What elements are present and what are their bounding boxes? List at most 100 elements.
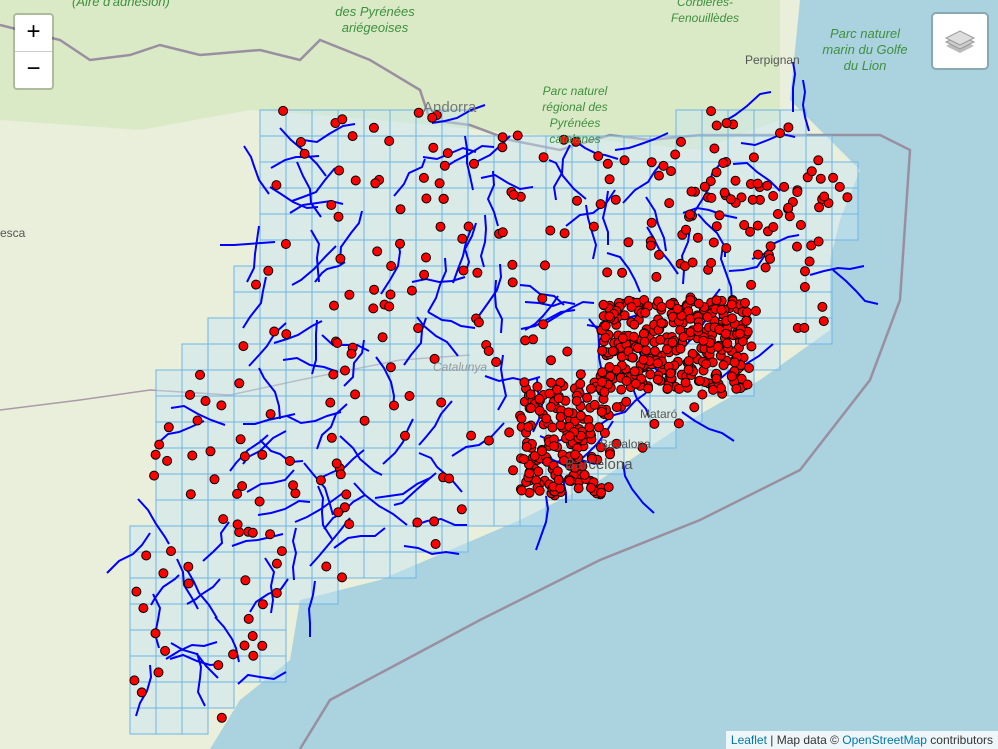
- grid-cell[interactable]: [597, 239, 625, 267]
- grid-cell[interactable]: [181, 499, 209, 527]
- grid-cell[interactable]: [285, 109, 313, 137]
- marker[interactable]: [692, 232, 703, 243]
- marker[interactable]: [435, 221, 446, 232]
- marker[interactable]: [372, 246, 383, 257]
- marker[interactable]: [708, 237, 719, 248]
- marker[interactable]: [750, 306, 761, 316]
- marker[interactable]: [442, 148, 453, 159]
- grid-cell[interactable]: [441, 525, 469, 553]
- marker[interactable]: [257, 599, 268, 610]
- grid-cell[interactable]: [441, 291, 469, 319]
- marker[interactable]: [400, 430, 410, 441]
- grid-cell[interactable]: [467, 395, 495, 423]
- marker[interactable]: [605, 449, 615, 460]
- marker[interactable]: [269, 326, 280, 337]
- marker[interactable]: [819, 191, 830, 202]
- grid-cell[interactable]: [233, 395, 261, 423]
- marker[interactable]: [254, 496, 265, 507]
- marker[interactable]: [603, 482, 614, 493]
- marker[interactable]: [742, 307, 752, 318]
- leaflet-link[interactable]: Leaflet: [730, 733, 767, 747]
- marker[interactable]: [742, 379, 753, 390]
- marker[interactable]: [335, 469, 346, 480]
- marker[interactable]: [350, 389, 361, 400]
- marker[interactable]: [597, 377, 607, 387]
- marker[interactable]: [518, 454, 529, 465]
- marker[interactable]: [257, 640, 268, 651]
- marker[interactable]: [564, 475, 575, 486]
- marker[interactable]: [734, 328, 745, 339]
- marker[interactable]: [709, 143, 720, 154]
- marker[interactable]: [339, 502, 350, 513]
- marker[interactable]: [421, 193, 432, 204]
- marker[interactable]: [673, 418, 684, 429]
- marker[interactable]: [473, 317, 484, 328]
- marker[interactable]: [760, 262, 771, 273]
- marker[interactable]: [185, 489, 196, 500]
- marker[interactable]: [744, 363, 754, 373]
- marker[interactable]: [472, 267, 483, 278]
- marker[interactable]: [428, 142, 439, 153]
- marker[interactable]: [699, 181, 710, 192]
- marker[interactable]: [626, 302, 637, 312]
- grid-cell[interactable]: [285, 239, 313, 267]
- marker[interactable]: [783, 202, 794, 213]
- grid-cell[interactable]: [311, 135, 339, 163]
- marker[interactable]: [697, 389, 708, 400]
- grid-cell[interactable]: [311, 447, 339, 475]
- marker[interactable]: [629, 366, 640, 377]
- marker[interactable]: [596, 487, 607, 498]
- grid-cell[interactable]: [493, 213, 521, 241]
- grid-cell[interactable]: [571, 343, 599, 371]
- marker[interactable]: [216, 400, 227, 411]
- grid-cell[interactable]: [623, 213, 651, 241]
- marker[interactable]: [247, 631, 258, 641]
- marker[interactable]: [656, 301, 667, 312]
- marker[interactable]: [814, 202, 825, 213]
- marker[interactable]: [722, 338, 733, 349]
- marker[interactable]: [730, 175, 741, 186]
- grid-cell[interactable]: [259, 213, 287, 241]
- marker[interactable]: [694, 375, 705, 386]
- marker[interactable]: [681, 224, 691, 235]
- marker[interactable]: [232, 519, 243, 530]
- marker[interactable]: [265, 529, 276, 540]
- grid-cell[interactable]: [389, 135, 417, 163]
- marker[interactable]: [200, 396, 211, 406]
- marker[interactable]: [584, 422, 595, 433]
- marker[interactable]: [718, 360, 729, 371]
- marker[interactable]: [536, 446, 547, 457]
- marker[interactable]: [815, 173, 826, 184]
- grid-cell[interactable]: [363, 109, 391, 137]
- grid-cell[interactable]: [545, 187, 573, 215]
- marker[interactable]: [597, 345, 608, 356]
- marker[interactable]: [611, 438, 622, 449]
- grid-cell[interactable]: [519, 499, 547, 527]
- marker[interactable]: [185, 389, 195, 400]
- marker[interactable]: [649, 346, 660, 357]
- marker[interactable]: [712, 341, 723, 352]
- marker[interactable]: [772, 209, 783, 219]
- grid-cell[interactable]: [389, 109, 417, 137]
- marker[interactable]: [674, 383, 685, 394]
- grid-cell[interactable]: [467, 499, 495, 527]
- marker[interactable]: [573, 483, 584, 494]
- grid-cell[interactable]: [181, 525, 209, 553]
- marker[interactable]: [497, 132, 508, 143]
- marker[interactable]: [553, 393, 564, 404]
- marker[interactable]: [326, 432, 337, 443]
- grid-cell[interactable]: [363, 213, 391, 241]
- marker[interactable]: [369, 284, 380, 295]
- marker[interactable]: [434, 178, 445, 189]
- marker[interactable]: [586, 482, 596, 493]
- marker[interactable]: [714, 210, 725, 221]
- marker[interactable]: [545, 225, 556, 236]
- marker[interactable]: [731, 383, 742, 394]
- grid-cell[interactable]: [285, 369, 313, 397]
- marker[interactable]: [672, 303, 683, 314]
- grid-cell[interactable]: [285, 577, 313, 605]
- grid-cell[interactable]: [467, 369, 495, 397]
- marker[interactable]: [138, 603, 149, 614]
- grid-cell[interactable]: [441, 421, 469, 449]
- marker[interactable]: [508, 465, 519, 476]
